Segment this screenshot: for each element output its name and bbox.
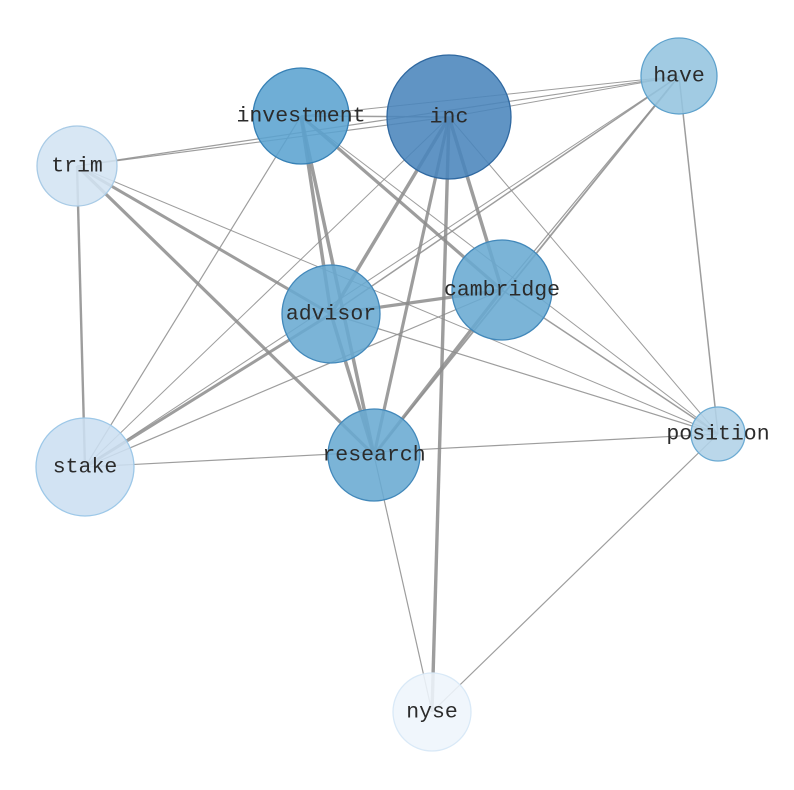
svg-text:stake: stake — [53, 456, 118, 480]
svg-text:have: have — [653, 65, 705, 89]
svg-text:trim: trim — [51, 155, 103, 179]
svg-text:position: position — [666, 423, 769, 447]
svg-text:investment: investment — [236, 105, 365, 129]
svg-text:nyse: nyse — [406, 701, 458, 725]
svg-text:research: research — [322, 444, 425, 468]
svg-text:inc: inc — [430, 106, 469, 130]
svg-text:advisor: advisor — [286, 303, 376, 327]
svg-text:cambridge: cambridge — [444, 279, 560, 303]
